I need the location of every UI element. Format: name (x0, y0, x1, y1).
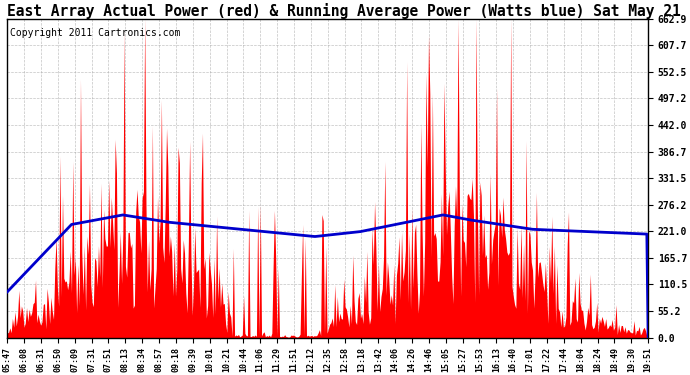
Text: East Array Actual Power (red) & Running Average Power (Watts blue) Sat May 21 20: East Array Actual Power (red) & Running … (8, 3, 690, 19)
Text: Copyright 2011 Cartronics.com: Copyright 2011 Cartronics.com (10, 28, 181, 38)
